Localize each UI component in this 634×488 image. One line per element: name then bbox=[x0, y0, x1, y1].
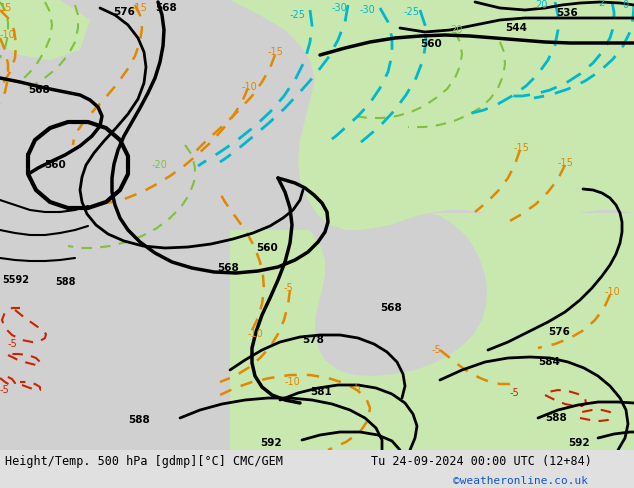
Text: -5: -5 bbox=[510, 388, 520, 398]
Text: 560: 560 bbox=[44, 160, 66, 170]
Text: -5: -5 bbox=[284, 283, 294, 293]
Text: ©weatheronline.co.uk: ©weatheronline.co.uk bbox=[453, 476, 588, 486]
Polygon shape bbox=[0, 0, 90, 60]
Text: -10: -10 bbox=[242, 82, 258, 92]
Text: -10: -10 bbox=[605, 287, 621, 297]
Text: -5: -5 bbox=[352, 383, 362, 393]
Text: 0: 0 bbox=[622, 0, 628, 10]
Text: 576: 576 bbox=[548, 327, 570, 337]
Text: -10: -10 bbox=[248, 329, 264, 339]
Text: 536: 536 bbox=[556, 8, 578, 18]
Text: 544: 544 bbox=[505, 23, 527, 33]
Text: 560: 560 bbox=[420, 39, 442, 49]
Text: -15: -15 bbox=[514, 143, 530, 153]
Text: -30: -30 bbox=[332, 3, 348, 13]
Text: -15: -15 bbox=[268, 47, 284, 57]
Text: -25: -25 bbox=[404, 7, 420, 17]
Text: -5: -5 bbox=[0, 385, 10, 395]
Text: 592: 592 bbox=[260, 438, 281, 448]
Text: -5: -5 bbox=[432, 345, 442, 355]
Text: -30: -30 bbox=[360, 5, 376, 15]
Text: Height/Temp. 500 hPa [gdmp][°C] CMC/GEM: Height/Temp. 500 hPa [gdmp][°C] CMC/GEM bbox=[5, 455, 283, 468]
Polygon shape bbox=[230, 213, 634, 450]
Text: -15: -15 bbox=[132, 3, 148, 13]
Text: 2: 2 bbox=[598, 0, 604, 8]
Text: -25: -25 bbox=[290, 10, 306, 20]
Text: 588: 588 bbox=[545, 413, 567, 423]
Text: 568: 568 bbox=[155, 3, 177, 13]
Polygon shape bbox=[230, 0, 634, 230]
Text: 576: 576 bbox=[113, 7, 135, 17]
Text: 568: 568 bbox=[380, 303, 402, 313]
Text: 592: 592 bbox=[568, 438, 590, 448]
Text: 5592: 5592 bbox=[2, 275, 29, 285]
Text: -15: -15 bbox=[558, 158, 574, 168]
Text: 20: 20 bbox=[450, 25, 462, 35]
Text: 568: 568 bbox=[217, 263, 239, 273]
Text: 584: 584 bbox=[538, 357, 560, 367]
Polygon shape bbox=[490, 0, 634, 210]
Text: 588: 588 bbox=[128, 415, 150, 425]
Text: 581: 581 bbox=[310, 387, 332, 397]
Text: 20: 20 bbox=[535, 0, 547, 10]
Text: -10: -10 bbox=[285, 377, 301, 387]
Text: 568: 568 bbox=[28, 85, 49, 95]
Text: 560: 560 bbox=[256, 243, 278, 253]
Text: -10: -10 bbox=[0, 30, 16, 40]
Text: 578: 578 bbox=[302, 335, 324, 345]
Text: 588: 588 bbox=[55, 277, 75, 287]
Text: -5: -5 bbox=[8, 339, 18, 349]
Text: 15: 15 bbox=[0, 3, 13, 13]
Text: Tu 24-09-2024 00:00 UTC (12+84): Tu 24-09-2024 00:00 UTC (12+84) bbox=[371, 455, 592, 468]
Text: -20: -20 bbox=[152, 160, 168, 170]
